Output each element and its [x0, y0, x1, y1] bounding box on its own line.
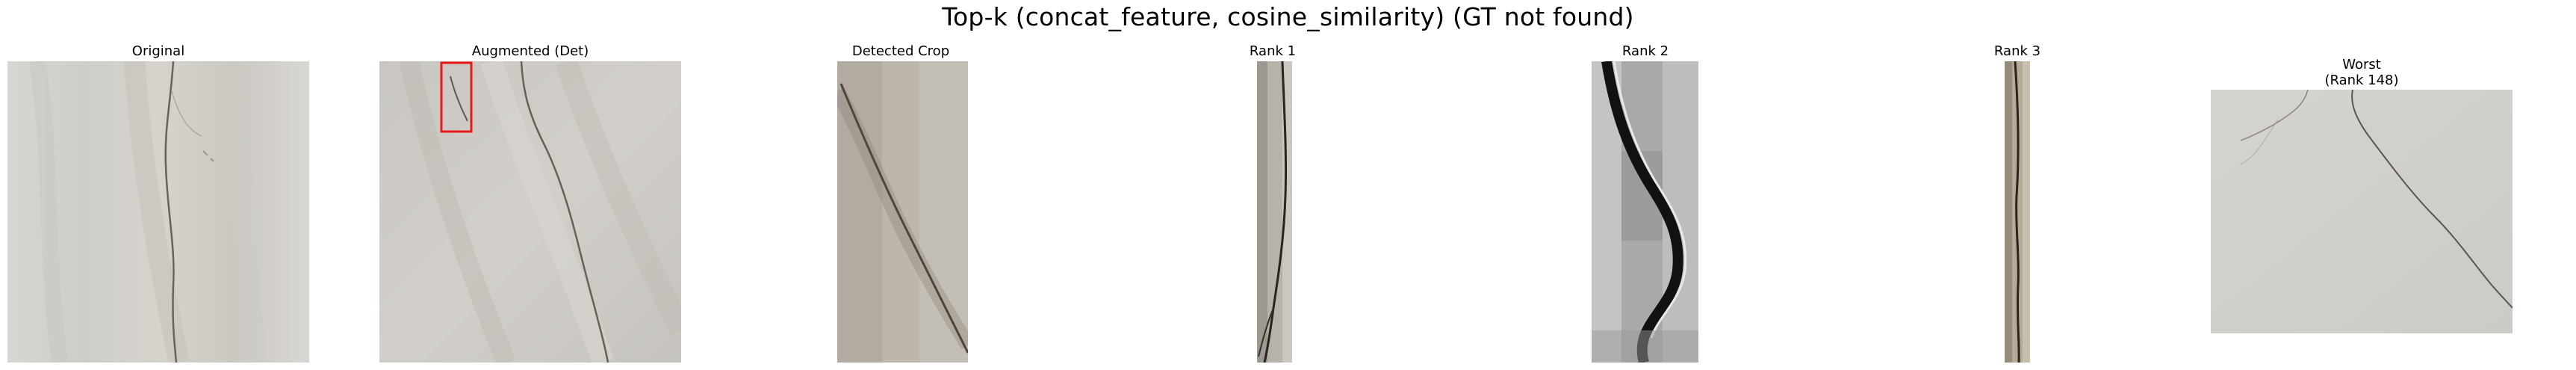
- rank-1-image: [1257, 61, 1292, 363]
- augmented-image: [379, 61, 681, 363]
- panel-title-detected-crop: Detected Crop: [851, 43, 950, 59]
- figure-title: Top-k (concat_feature, cosine_similarity…: [942, 2, 1634, 31]
- panel-title-original: Original: [131, 43, 185, 59]
- panel-title-rank-3: Rank 3: [1993, 43, 2041, 59]
- rank-3-image: [2005, 61, 2030, 363]
- panel-title-rank-2: Rank 2: [1621, 43, 1669, 59]
- panel-title-worst: Worst (Rank 148): [2324, 57, 2399, 88]
- original-image: [7, 61, 309, 363]
- panel-title-augmented: Augmented (Det): [471, 43, 589, 59]
- worst-image: [2211, 90, 2513, 333]
- panel-title-rank-1: Rank 1: [1249, 43, 1297, 59]
- detected-crop-image: [837, 61, 968, 363]
- rank-2-image: [1592, 61, 1698, 363]
- detection-box: [440, 61, 473, 133]
